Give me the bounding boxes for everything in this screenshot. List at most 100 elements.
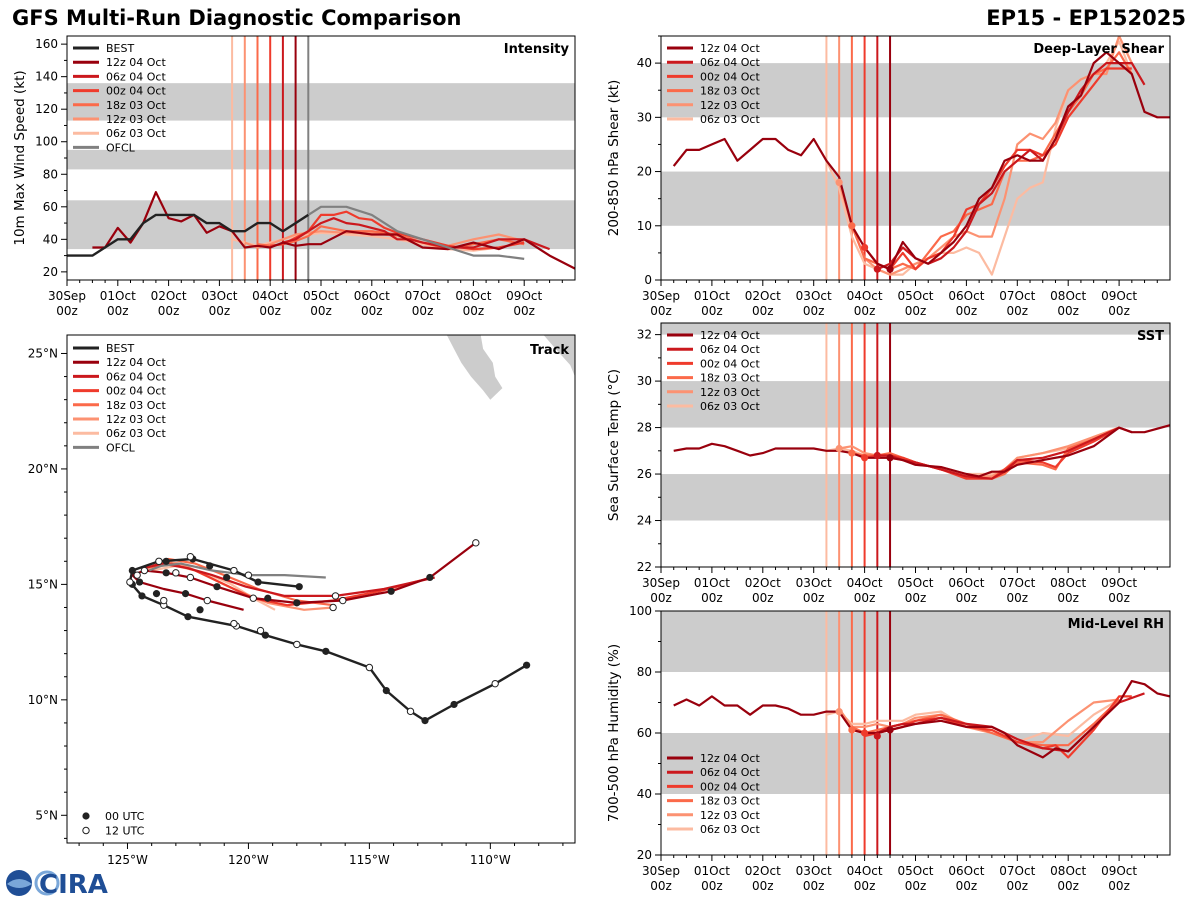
sst-xtick-hour: 00z xyxy=(956,591,978,605)
track-marker-00utc xyxy=(138,592,146,600)
intensity-series-ofcl xyxy=(295,205,525,260)
sst-ytick-label: 32 xyxy=(637,328,652,342)
sst-xtick-hour: 00z xyxy=(1057,591,1079,605)
track-ytick-label: 10°N xyxy=(28,693,58,707)
shear-marker-12z-03-oct xyxy=(835,178,843,186)
rh-ytick-label: 40 xyxy=(637,787,652,801)
rh-xtick-date: 08Oct xyxy=(1050,864,1086,878)
track-plot-area xyxy=(126,335,575,725)
rh-series-12z-04-oct xyxy=(673,679,1170,759)
shear-xtick-date: 02Oct xyxy=(745,289,781,303)
intensity-xtick-hour: 00z xyxy=(107,304,129,318)
sst-xtick-date: 02Oct xyxy=(745,576,781,590)
shear-marker-06z-04-oct xyxy=(873,265,881,273)
track-marker-00utc xyxy=(206,562,214,570)
intensity-ytick-label: 160 xyxy=(35,37,58,51)
rh-xtick-hour: 00z xyxy=(1007,879,1029,893)
intensity-xtick-hour: 00z xyxy=(513,304,535,318)
shear-ytick-label: 10 xyxy=(637,219,652,233)
shear-series-12z-04-oct xyxy=(672,51,1170,271)
rh-marker-18z-03-oct xyxy=(848,726,856,734)
track-marker-00utc xyxy=(295,583,303,591)
sst-ylabel: Sea Surface Temp (°C) xyxy=(606,369,622,521)
rh-ylabel: 700-500 hPa Humidity (%) xyxy=(606,644,622,822)
shear-xtick-date: 04Oct xyxy=(847,289,883,303)
shear-ytick-label: 30 xyxy=(637,110,652,124)
track-marker-00utc xyxy=(181,590,190,598)
legend-label-06z-03-oct: 06z 03 Oct xyxy=(700,400,760,413)
track-marker-00utc xyxy=(387,587,395,595)
legend-label-12z-03-oct: 12z 03 Oct xyxy=(700,809,760,822)
intensity-ytick-label: 80 xyxy=(43,167,58,181)
rh-xtick-hour: 00z xyxy=(803,879,825,893)
track-marker-00utc xyxy=(152,590,161,598)
legend-label-00z-04-oct: 00z 04 Oct xyxy=(106,385,166,398)
shear-series-00z-04-oct xyxy=(863,67,1132,271)
sst-xtick-date: 03Oct xyxy=(796,576,832,590)
sst-ytick-label: 26 xyxy=(637,467,652,481)
rh-ytick-label: 60 xyxy=(637,726,652,740)
track-series-ofcl xyxy=(148,562,326,579)
shear-ylabel: 200-850 hPa Shear (kt) xyxy=(606,80,622,237)
track-marker-12utc xyxy=(160,596,168,605)
track-marker-12utc xyxy=(172,569,180,577)
legend-label-18z-03-oct: 18z 03 Oct xyxy=(106,99,166,112)
shear-ytick-label: 20 xyxy=(637,165,652,179)
shear-xtick-hour: 00z xyxy=(854,304,876,318)
track-marker-12utc xyxy=(155,557,163,565)
rh-ytick-label: 80 xyxy=(637,665,652,679)
track-series-best xyxy=(128,557,528,722)
track-marker-12utc xyxy=(406,707,415,716)
intensity-xtick-date: 03Oct xyxy=(201,289,237,303)
rh-marker-00z-04-oct xyxy=(861,729,869,737)
marker-legend-00utc-label: 00 UTC xyxy=(105,810,145,823)
track-marker-12utc xyxy=(339,596,347,605)
legend-label-18z-03-oct: 18z 03 Oct xyxy=(700,372,760,385)
shear-xtick-hour: 00z xyxy=(1108,304,1130,318)
page-title: GFS Multi-Run Diagnostic Comparison xyxy=(12,6,462,30)
legend-label-06z-03-oct: 06z 03 Oct xyxy=(700,823,760,836)
sst-chart: 22242628303230Sep00z01Oct00z02Oct00z03Oc… xyxy=(606,322,1171,605)
rh-xtick-date: 30Sep xyxy=(642,864,680,878)
sst-band xyxy=(661,323,1170,335)
track-marker-00utc xyxy=(196,606,204,614)
sst-xtick-hour: 00z xyxy=(650,591,672,605)
legend-label-12z-04-oct: 12z 04 Oct xyxy=(700,329,760,342)
marker-legend-12utc-label: 12 UTC xyxy=(105,825,145,838)
intensity-ytick-label: 140 xyxy=(35,70,58,84)
shear-marker-00z-04-oct xyxy=(861,243,869,252)
intensity-xtick-date: 04Oct xyxy=(252,289,288,303)
marker-legend-00utc-dot xyxy=(82,812,90,820)
track-series-06z-03-oct xyxy=(151,564,276,611)
track-ytick-label: 5°N xyxy=(35,808,58,822)
shear-xtick-hour: 00z xyxy=(803,304,825,318)
cira-logo: CIRA xyxy=(6,870,108,898)
track-marker-00utc xyxy=(135,578,144,586)
rh-plot-area xyxy=(661,611,1170,855)
legend-label-18z-03-oct: 18z 03 Oct xyxy=(700,795,760,808)
track-ytick-label: 15°N xyxy=(28,577,58,591)
track-marker-00utc xyxy=(162,557,170,565)
rh-title: Mid-Level RH xyxy=(1068,617,1164,632)
shear-xtick-hour: 00z xyxy=(1057,304,1079,318)
intensity-xtick-hour: 00z xyxy=(412,304,434,318)
logo-text: CIRA xyxy=(39,870,108,898)
shear-ytick-label: 40 xyxy=(637,56,652,70)
track-marker-00utc xyxy=(382,687,390,695)
shear-chart: 01020304030Sep00z01Oct00z02Oct00z03Oct00… xyxy=(606,35,1171,318)
legend-label-12z-04-oct: 12z 04 Oct xyxy=(106,56,166,69)
sst-xtick-hour: 00z xyxy=(701,591,723,605)
shear-series-12z-03-oct xyxy=(838,36,1133,276)
track-marker-12utc xyxy=(293,640,301,649)
rh-xtick-date: 07Oct xyxy=(999,864,1035,878)
intensity-xtick-hour: 00z xyxy=(209,304,231,318)
shear-ytick-label: 0 xyxy=(644,273,652,287)
legend-label-06z-04-oct: 06z 04 Oct xyxy=(106,70,166,83)
legend-label-06z-03-oct: 06z 03 Oct xyxy=(106,427,166,440)
sst-ytick-label: 28 xyxy=(637,421,652,435)
track-marker-12utc xyxy=(329,603,337,612)
rh-chart: 2040608010030Sep00z01Oct00z02Oct00z03Oct… xyxy=(606,604,1171,893)
shear-marker-18z-03-oct xyxy=(848,222,856,230)
track-marker-00utc xyxy=(293,599,301,607)
